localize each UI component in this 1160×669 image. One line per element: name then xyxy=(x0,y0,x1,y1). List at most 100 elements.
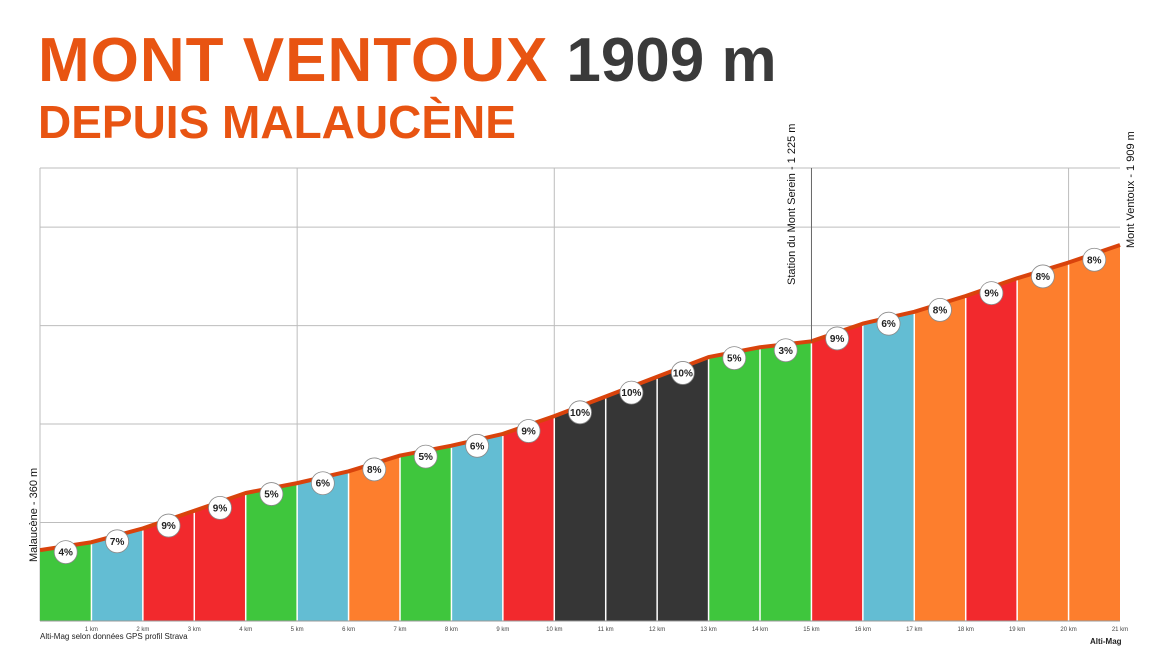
gradient-badge: 5% xyxy=(259,482,284,506)
gradient-badge-label: 6% xyxy=(316,479,331,490)
gradient-segment-km-12 xyxy=(605,376,658,621)
x-tick-label: 6 km xyxy=(342,627,355,633)
gradient-badge: 7% xyxy=(105,529,130,554)
gradient-badge-label: 8% xyxy=(367,465,382,476)
gradient-badge-label: 4% xyxy=(58,548,73,559)
gradient-badge-circle xyxy=(53,540,78,565)
x-tick-label: 10 km xyxy=(546,627,562,633)
x-tick-label: 17 km xyxy=(906,627,922,633)
x-tick-label: 14 km xyxy=(752,627,768,633)
x-tick-label: 20 km xyxy=(1060,627,1076,633)
data-source-note: Alti-Mag selon données GPS profil Strava xyxy=(40,632,188,641)
gradient-badge-circle xyxy=(465,433,490,458)
gradient-segment-km-17 xyxy=(862,311,915,621)
gradient-badge: 5% xyxy=(413,444,438,469)
x-tick-label: 4 km xyxy=(239,627,252,633)
x-tick-label: 12 km xyxy=(649,627,665,633)
gradient-segment-km-13 xyxy=(657,357,709,621)
gradient-badge: 9% xyxy=(208,495,232,520)
waypoint-label: Mont Ventoux - 1 909 m xyxy=(1125,131,1137,248)
gradient-badge-label: 6% xyxy=(470,441,485,452)
gradient-badge-label: 5% xyxy=(418,452,433,463)
gradient-badge: 3% xyxy=(773,338,798,363)
x-tick-label: 2 km xyxy=(136,627,149,633)
gradient-badge-circle xyxy=(156,513,181,538)
gradient-badge-label: 9% xyxy=(830,334,845,345)
x-tick-label: 9 km xyxy=(496,627,509,633)
x-tick-label: 8 km xyxy=(445,627,458,633)
gradient-segment-km-20 xyxy=(1017,262,1069,621)
gradient-badge-label: 8% xyxy=(1087,255,1102,266)
gradient-badge-label: 8% xyxy=(1036,272,1051,283)
gradient-badge: 10% xyxy=(619,380,644,405)
gradient-badge: 9% xyxy=(156,513,181,538)
x-tick-label: 13 km xyxy=(700,627,716,633)
gradient-badge-label: 10% xyxy=(673,368,693,379)
gradient-badge-label: 10% xyxy=(570,408,590,419)
x-tick-label: 3 km xyxy=(188,627,201,633)
gradient-segment-km-9 xyxy=(451,433,503,621)
gradient-badge: 9% xyxy=(825,326,850,351)
waypoint-label: Malaucène - 360 m xyxy=(28,468,40,562)
gradient-segment-km-2 xyxy=(91,528,143,621)
gradient-badge-circle xyxy=(568,400,592,425)
gradient-badge-label: 5% xyxy=(727,354,742,365)
x-tick-label: 5 km xyxy=(291,627,304,633)
gradient-badge-label: 9% xyxy=(161,521,176,532)
gradient-segment-km-11 xyxy=(554,396,606,621)
x-tick-label: 11 km xyxy=(598,627,614,633)
gradient-segment-km-8 xyxy=(400,445,452,621)
gradient-badge: 5% xyxy=(722,346,747,371)
gradient-badge-circle xyxy=(979,281,1004,306)
gradient-badge: 8% xyxy=(1030,264,1055,289)
gradient-badge: 8% xyxy=(362,457,387,482)
x-tick-label: 21 km xyxy=(1112,627,1128,633)
summit-altitude: 1909 m xyxy=(566,26,777,95)
gradient-segment-km-6 xyxy=(297,471,349,621)
gradient-badge-circle xyxy=(773,338,798,363)
gradient-segment-km-19 xyxy=(965,278,1018,621)
gradient-badge-circle xyxy=(619,380,644,405)
gradient-badge: 6% xyxy=(876,311,901,336)
chart-title: MONT VENTOUX xyxy=(38,26,549,95)
x-tick-label: 15 km xyxy=(803,627,819,633)
gradient-segment-km-5 xyxy=(245,483,298,621)
gradient-badge: 9% xyxy=(516,419,541,443)
gradient-badge: 6% xyxy=(310,471,335,496)
gradient-badge-label: 6% xyxy=(881,319,896,330)
gradient-badge-circle xyxy=(670,361,695,385)
gradient-badge: 6% xyxy=(465,433,490,458)
gradient-badge-label: 8% xyxy=(933,305,948,316)
gradient-badge: 10% xyxy=(568,400,592,425)
gradient-segment-km-1 xyxy=(40,542,92,621)
gradient-segment-km-16 xyxy=(811,323,863,621)
gradient-segment-km-18 xyxy=(914,296,966,621)
gradient-badge-circle xyxy=(413,444,438,469)
gradient-segment-km-10 xyxy=(502,416,555,621)
gradient-badge-circle xyxy=(208,495,232,520)
chart-subtitle: DEPUIS MALAUCÈNE xyxy=(38,96,516,148)
title-row: MONT VENTOUX 1909 m xyxy=(38,26,777,96)
gradient-badge-circle xyxy=(722,346,747,371)
x-tick-label: 18 km xyxy=(958,627,974,633)
gradient-segment-km-14 xyxy=(708,347,760,621)
x-tick-label: 16 km xyxy=(855,627,871,633)
x-tick-label: 7 km xyxy=(393,627,406,633)
gradient-badge: 8% xyxy=(1082,247,1107,272)
gradient-badge-label: 10% xyxy=(621,388,641,399)
gradient-badge: 8% xyxy=(928,297,952,322)
waypoint-label: Station du Mont Serein - 1 225 m xyxy=(786,124,798,285)
gradient-segment-km-15 xyxy=(760,341,812,621)
gradient-badge-circle xyxy=(516,419,541,443)
gradient-badge-circle xyxy=(362,457,387,482)
gradient-badge-circle xyxy=(259,482,284,506)
brand-label: Alti-Mag xyxy=(1090,637,1122,646)
gradient-badge-circle xyxy=(1082,247,1107,272)
gradient-badge-circle xyxy=(1030,264,1055,289)
gradient-segment-km-7 xyxy=(348,455,400,621)
gradient-segment-km-21 xyxy=(1068,245,1120,621)
gradient-badge-circle xyxy=(310,471,335,496)
gradient-segment-km-3 xyxy=(142,510,195,621)
gradient-badge-label: 9% xyxy=(521,427,536,438)
